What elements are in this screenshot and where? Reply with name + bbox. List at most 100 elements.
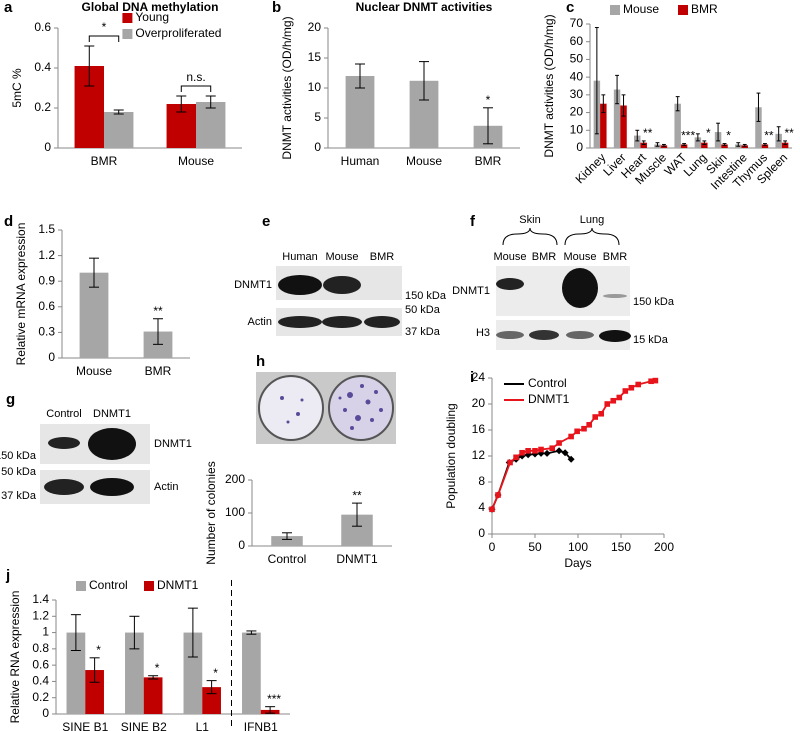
bar: [143, 677, 163, 714]
legend-label: Overproliferated: [135, 26, 221, 40]
legend-swatch: [678, 5, 688, 15]
x-tick-label: BMR: [475, 154, 502, 168]
kda: 50 kDa: [405, 304, 441, 316]
bar: [755, 107, 762, 148]
error-bar: [113, 109, 124, 115]
point: [574, 428, 580, 435]
y-tick-label: 0.6: [38, 299, 55, 313]
y-tick-label: 0.6: [34, 20, 51, 34]
y-tick-label: 0.3: [38, 325, 55, 339]
point: [648, 378, 654, 385]
bar: [674, 103, 681, 148]
point: [532, 448, 538, 454]
kda: 37 kDa: [405, 326, 441, 338]
kda: 15 kDa: [633, 334, 669, 346]
legend-label: DNMT1: [528, 392, 570, 406]
legend-label: DNMT1: [157, 578, 199, 592]
plate: [258, 375, 324, 441]
lane-label: Mouse: [563, 251, 596, 263]
x-tick-label: Mouse: [178, 154, 214, 168]
point: [592, 414, 598, 420]
y-tick-label: 24: [472, 370, 486, 384]
error-bar: [129, 615, 140, 650]
legend-swatch: [610, 5, 620, 15]
x-tick-label: Control: [268, 552, 307, 566]
bar: [125, 632, 144, 714]
brace: [502, 227, 558, 246]
x-tick-label: 150: [611, 540, 631, 554]
point: [519, 449, 525, 456]
error-bar: [89, 657, 100, 683]
y-tick-label: 0.6: [32, 657, 49, 671]
bar: [183, 632, 203, 714]
error-bar: [355, 63, 365, 89]
row-label: Actin: [248, 316, 272, 328]
error-bar: [205, 95, 216, 109]
y-tick-label: 0.2: [32, 690, 49, 704]
point: [561, 449, 569, 457]
error-bar: [246, 630, 257, 635]
error-bar: [702, 140, 707, 145]
error-bar: [682, 143, 687, 146]
significance: **: [784, 126, 794, 140]
band: [278, 316, 322, 328]
point: [622, 388, 629, 394]
y-tick-label: 20: [570, 105, 584, 119]
point: [549, 445, 555, 451]
band: [44, 479, 84, 495]
bar: [761, 144, 769, 148]
bar: [721, 144, 728, 148]
y-tick-label: 8: [478, 474, 485, 488]
significance: *: [726, 129, 731, 143]
point: [555, 447, 563, 455]
error-bar: [84, 45, 95, 87]
error-bar: [594, 27, 599, 135]
legend-swatch: [122, 13, 133, 23]
y-tick-label: 1.2: [32, 608, 49, 622]
x-tick-label: Mouse: [406, 154, 442, 168]
point: [495, 492, 501, 498]
legend-label: BMR: [691, 2, 718, 16]
y-tick-label: 12: [472, 448, 486, 462]
y-tick-label: 0.8: [32, 641, 49, 655]
error-bar: [675, 96, 680, 112]
point: [581, 425, 587, 432]
significance: *: [102, 20, 107, 34]
legend-swatch: [76, 581, 86, 591]
row-label: Actin: [154, 481, 178, 493]
band: [496, 331, 524, 339]
error-bar: [206, 680, 217, 695]
point: [513, 454, 519, 461]
error-bar: [621, 94, 626, 117]
legend-swatch: [122, 29, 133, 39]
panel-letter: c: [566, 0, 574, 16]
point: [628, 384, 635, 391]
y-axis-label: DNMT activities (OD/h/mg): [542, 14, 556, 157]
significance: *: [486, 93, 491, 107]
group-label: Skin: [519, 214, 540, 226]
bar: [613, 89, 621, 148]
band: [603, 294, 627, 298]
panel-letter: f: [470, 213, 476, 230]
band: [562, 268, 598, 308]
legend-label: Mouse: [623, 2, 659, 16]
lane-label: BMR: [603, 251, 628, 263]
x-tick-label: 100: [568, 540, 588, 554]
lane-label: BMR: [370, 251, 395, 263]
bar: [694, 137, 702, 148]
error-bar: [641, 140, 646, 145]
group-label: Lung: [580, 214, 604, 226]
x-tick-label: DNMT1: [336, 552, 378, 566]
y-axis-label: 5mC %: [10, 68, 24, 108]
point: [525, 448, 531, 454]
error-bar: [483, 107, 493, 145]
bar: [701, 142, 708, 148]
y-tick-label: 4: [478, 500, 485, 514]
y-tick-label: 200: [225, 472, 245, 486]
point: [538, 446, 544, 453]
y-tick-label: 1.2: [38, 248, 55, 262]
significance: ***: [681, 129, 695, 143]
bar: [85, 670, 104, 714]
y-tick-label: 10: [308, 80, 322, 94]
